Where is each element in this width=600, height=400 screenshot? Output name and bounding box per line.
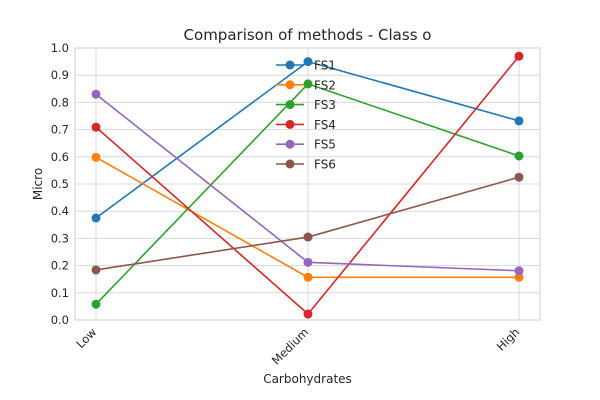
- y-tick-label: 0.5: [51, 177, 69, 191]
- chart-title: Comparison of methods - Class o: [184, 26, 432, 44]
- data-point: [514, 151, 524, 161]
- series-fs6: [91, 172, 524, 275]
- x-tick-label: Low: [73, 325, 99, 351]
- data-point: [91, 122, 101, 132]
- data-point: [303, 257, 313, 267]
- legend-marker: [285, 100, 295, 110]
- legend-item-fs2: FS2: [276, 78, 336, 92]
- data-point: [303, 232, 313, 242]
- y-tick-label: 0.7: [51, 123, 69, 137]
- y-axis-label: Micro: [31, 168, 45, 200]
- x-tick-label: High: [494, 325, 523, 354]
- series-fs3: [91, 79, 524, 309]
- legend-marker: [285, 60, 295, 70]
- legend-marker: [285, 80, 295, 90]
- data-point: [303, 57, 313, 67]
- data-point: [514, 172, 524, 182]
- y-tick-label: 0.3: [51, 231, 69, 245]
- data-point: [514, 272, 524, 282]
- legend-item-fs1: FS1: [276, 59, 336, 73]
- x-axis-label: Carbohydrates: [263, 372, 352, 386]
- legend-label: FS2: [314, 78, 336, 92]
- y-tick-label: 0.9: [51, 68, 69, 82]
- y-tick-label: 0.8: [51, 95, 69, 109]
- legend: FS1 FS2 FS3 FS4 FS5 FS6: [276, 59, 336, 172]
- data-point: [514, 116, 524, 126]
- legend-marker: [285, 159, 295, 169]
- legend-label: FS3: [314, 98, 336, 112]
- data-point: [303, 309, 313, 319]
- legend-item-fs4: FS4: [276, 118, 336, 132]
- y-tick-label: 1.0: [51, 41, 69, 55]
- series-fs4: [91, 51, 524, 319]
- legend-item-fs5: FS5: [276, 138, 336, 152]
- series-fs1: [91, 57, 524, 223]
- series-fs2: [91, 152, 524, 282]
- data-point: [91, 89, 101, 99]
- legend-label: FS1: [314, 59, 336, 73]
- legend-item-fs3: FS3: [276, 98, 336, 112]
- data-point: [514, 266, 524, 276]
- tick-labels: 0.0 0.1 0.2 0.3 0.4 0.5 0.6 0.7 0.8 0.9 1.0 Low Medi…: [51, 41, 523, 367]
- data-point: [514, 51, 524, 61]
- y-tick-label: 0.6: [51, 150, 69, 164]
- y-tick-label: 0.0: [51, 313, 69, 327]
- legend-marker: [285, 119, 295, 129]
- legend-label: FS6: [314, 158, 336, 172]
- x-tick-label: Medium: [269, 325, 311, 367]
- data-point: [303, 272, 313, 282]
- legend-label: FS5: [314, 138, 336, 152]
- data-point: [91, 265, 101, 275]
- series-layer: [91, 51, 524, 319]
- data-point: [91, 152, 101, 162]
- data-point: [303, 79, 313, 89]
- series-fs5: [91, 89, 524, 276]
- data-point: [91, 213, 101, 223]
- legend-label: FS4: [314, 118, 336, 132]
- legend-item-fs6: FS6: [276, 158, 336, 172]
- y-tick-label: 0.4: [51, 204, 69, 218]
- data-point: [91, 299, 101, 309]
- plot-frame: [74, 47, 541, 321]
- y-tick-label: 0.1: [51, 286, 69, 300]
- y-tick-label: 0.2: [51, 259, 69, 273]
- legend-marker: [285, 139, 295, 149]
